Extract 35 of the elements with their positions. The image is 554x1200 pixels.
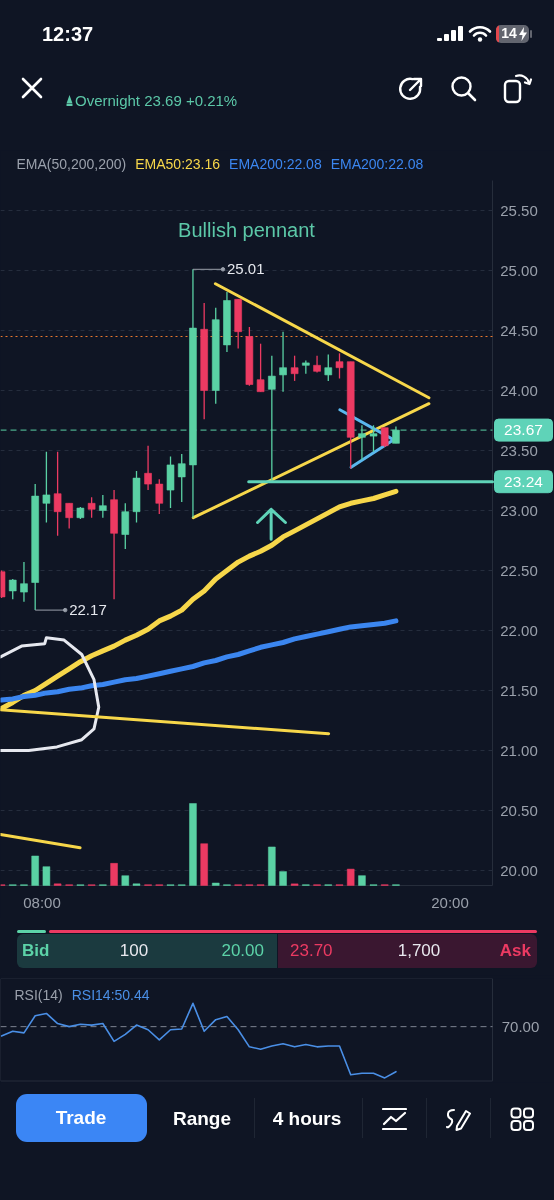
annotation: 22.17 — [69, 601, 107, 619]
y-tick-label: 23.50 — [500, 441, 538, 459]
text: 14 — [501, 25, 517, 42]
text: 12:37 — [42, 23, 94, 45]
text: 100 — [119, 940, 149, 961]
annotation: 23.24 — [504, 472, 544, 490]
y-tick-label: 20.00 — [500, 861, 538, 879]
y-tick-label: 21.50 — [500, 681, 538, 699]
text: Overnight 23.69 +0.21% — [75, 91, 238, 110]
text: Bid — [22, 940, 50, 961]
text: Range — [172, 1107, 232, 1130]
x-tick-label: 08:00 — [23, 894, 61, 911]
y-tick-label: 20.50 — [500, 801, 538, 819]
annotation: Bullish pennant — [178, 218, 316, 241]
y-tick-label: 21.00 — [500, 741, 538, 759]
text: Ask — [499, 940, 531, 961]
y-tick-label: 25.50 — [500, 201, 538, 219]
legend-title: EMA(50,200,200) — [16, 156, 127, 173]
text: EMA200:22.08 — [229, 156, 322, 173]
text: 4 hours — [272, 1107, 342, 1130]
x-tick-label: 20:00 — [431, 894, 469, 911]
text: EMA50:23.16 — [135, 156, 221, 173]
annotation: 25.01 — [226, 260, 265, 278]
text: Trade — [55, 1106, 107, 1129]
y-tick-label: 24.00 — [500, 381, 538, 399]
y-tick-label: 25.00 — [500, 261, 538, 279]
y-tick-label: 22.00 — [500, 621, 538, 639]
y-tick-label: 22.50 — [500, 561, 538, 579]
y-tick-label: 23.00 — [500, 501, 538, 519]
y-tick-label: 24.50 — [500, 321, 538, 339]
text: 1,700 — [397, 940, 441, 961]
annotation: 23.67 — [504, 421, 543, 439]
text: 20.00 — [221, 940, 264, 961]
text: 23.70 — [290, 940, 333, 961]
legend-label: EMA200:22.08 — [330, 156, 424, 173]
